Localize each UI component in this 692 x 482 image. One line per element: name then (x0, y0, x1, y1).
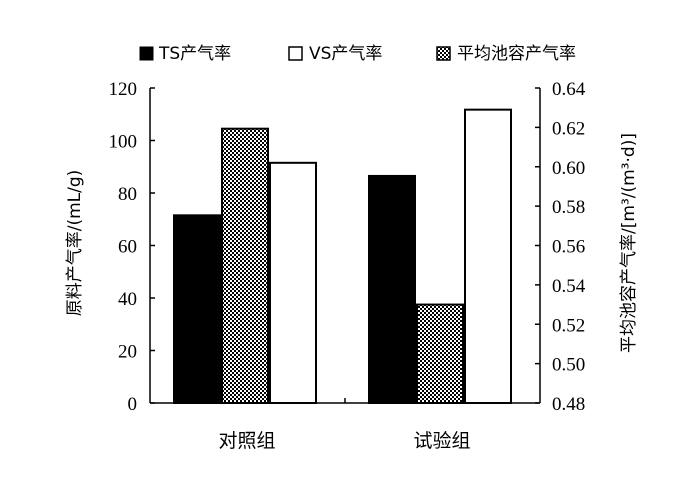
legend-label-avg: 平均池容产气率 (457, 44, 576, 64)
legend-label-vs: VS产气率 (309, 44, 382, 64)
y-left-tick-label: 120 (109, 79, 138, 100)
y-right-tick-label: 0.64 (552, 79, 586, 100)
bar-avg-1 (221, 127, 269, 404)
y-right-tick-label: 0.60 (552, 158, 585, 179)
legend-swatch-avg (436, 46, 451, 61)
y-right-tick-label: 0.58 (552, 197, 585, 218)
y-left-tick-label: 80 (118, 184, 137, 205)
y-left-tick-label: 100 (109, 132, 138, 153)
y-right-tick-label: 0.56 (552, 237, 585, 258)
y-left-tick-label: 40 (118, 289, 137, 310)
bar-avg-2 (416, 303, 464, 404)
y-right-tick-label: 0.54 (552, 276, 586, 297)
y-left-tick-label: 20 (118, 342, 137, 363)
bar-ts-1 (173, 214, 221, 404)
left-tick-labels: 0 20 40 60 80 100 120 (109, 79, 138, 415)
y-left-tick-label: 60 (118, 237, 137, 258)
axes (149, 87, 541, 404)
bar-vs-2 (464, 108, 512, 404)
category-label: 试验组 (413, 430, 470, 452)
legend-swatch-ts (139, 46, 154, 61)
bar-vs-1 (269, 161, 317, 404)
y-right-tick-label: 0.62 (552, 118, 585, 139)
right-tick-labels: 0.48 0.50 0.52 0.54 0.56 0.58 0.60 0.62 0.64 (552, 79, 586, 415)
y-axis-right-title: 平均池容产气率/[m³/(m³·d)] (619, 133, 639, 353)
y-right-tick-label: 0.50 (552, 355, 585, 376)
y-right-tick-label: 0.52 (552, 315, 585, 336)
legend: TS产气率 VS产气率 平均池容产气率 (139, 44, 576, 64)
category-label: 对照组 (218, 430, 275, 452)
y-right-tick-label: 0.48 (552, 394, 585, 415)
y-axis-left-title: 原料产气率/(mL/g) (65, 170, 85, 317)
legend-swatch-vs (288, 46, 303, 61)
category-labels: 对照组 试验组 (218, 430, 470, 452)
y-left-tick-label: 0 (128, 394, 138, 415)
bars (173, 108, 512, 404)
bar-ts-2 (368, 174, 416, 404)
legend-label-ts: TS产气率 (158, 44, 231, 64)
